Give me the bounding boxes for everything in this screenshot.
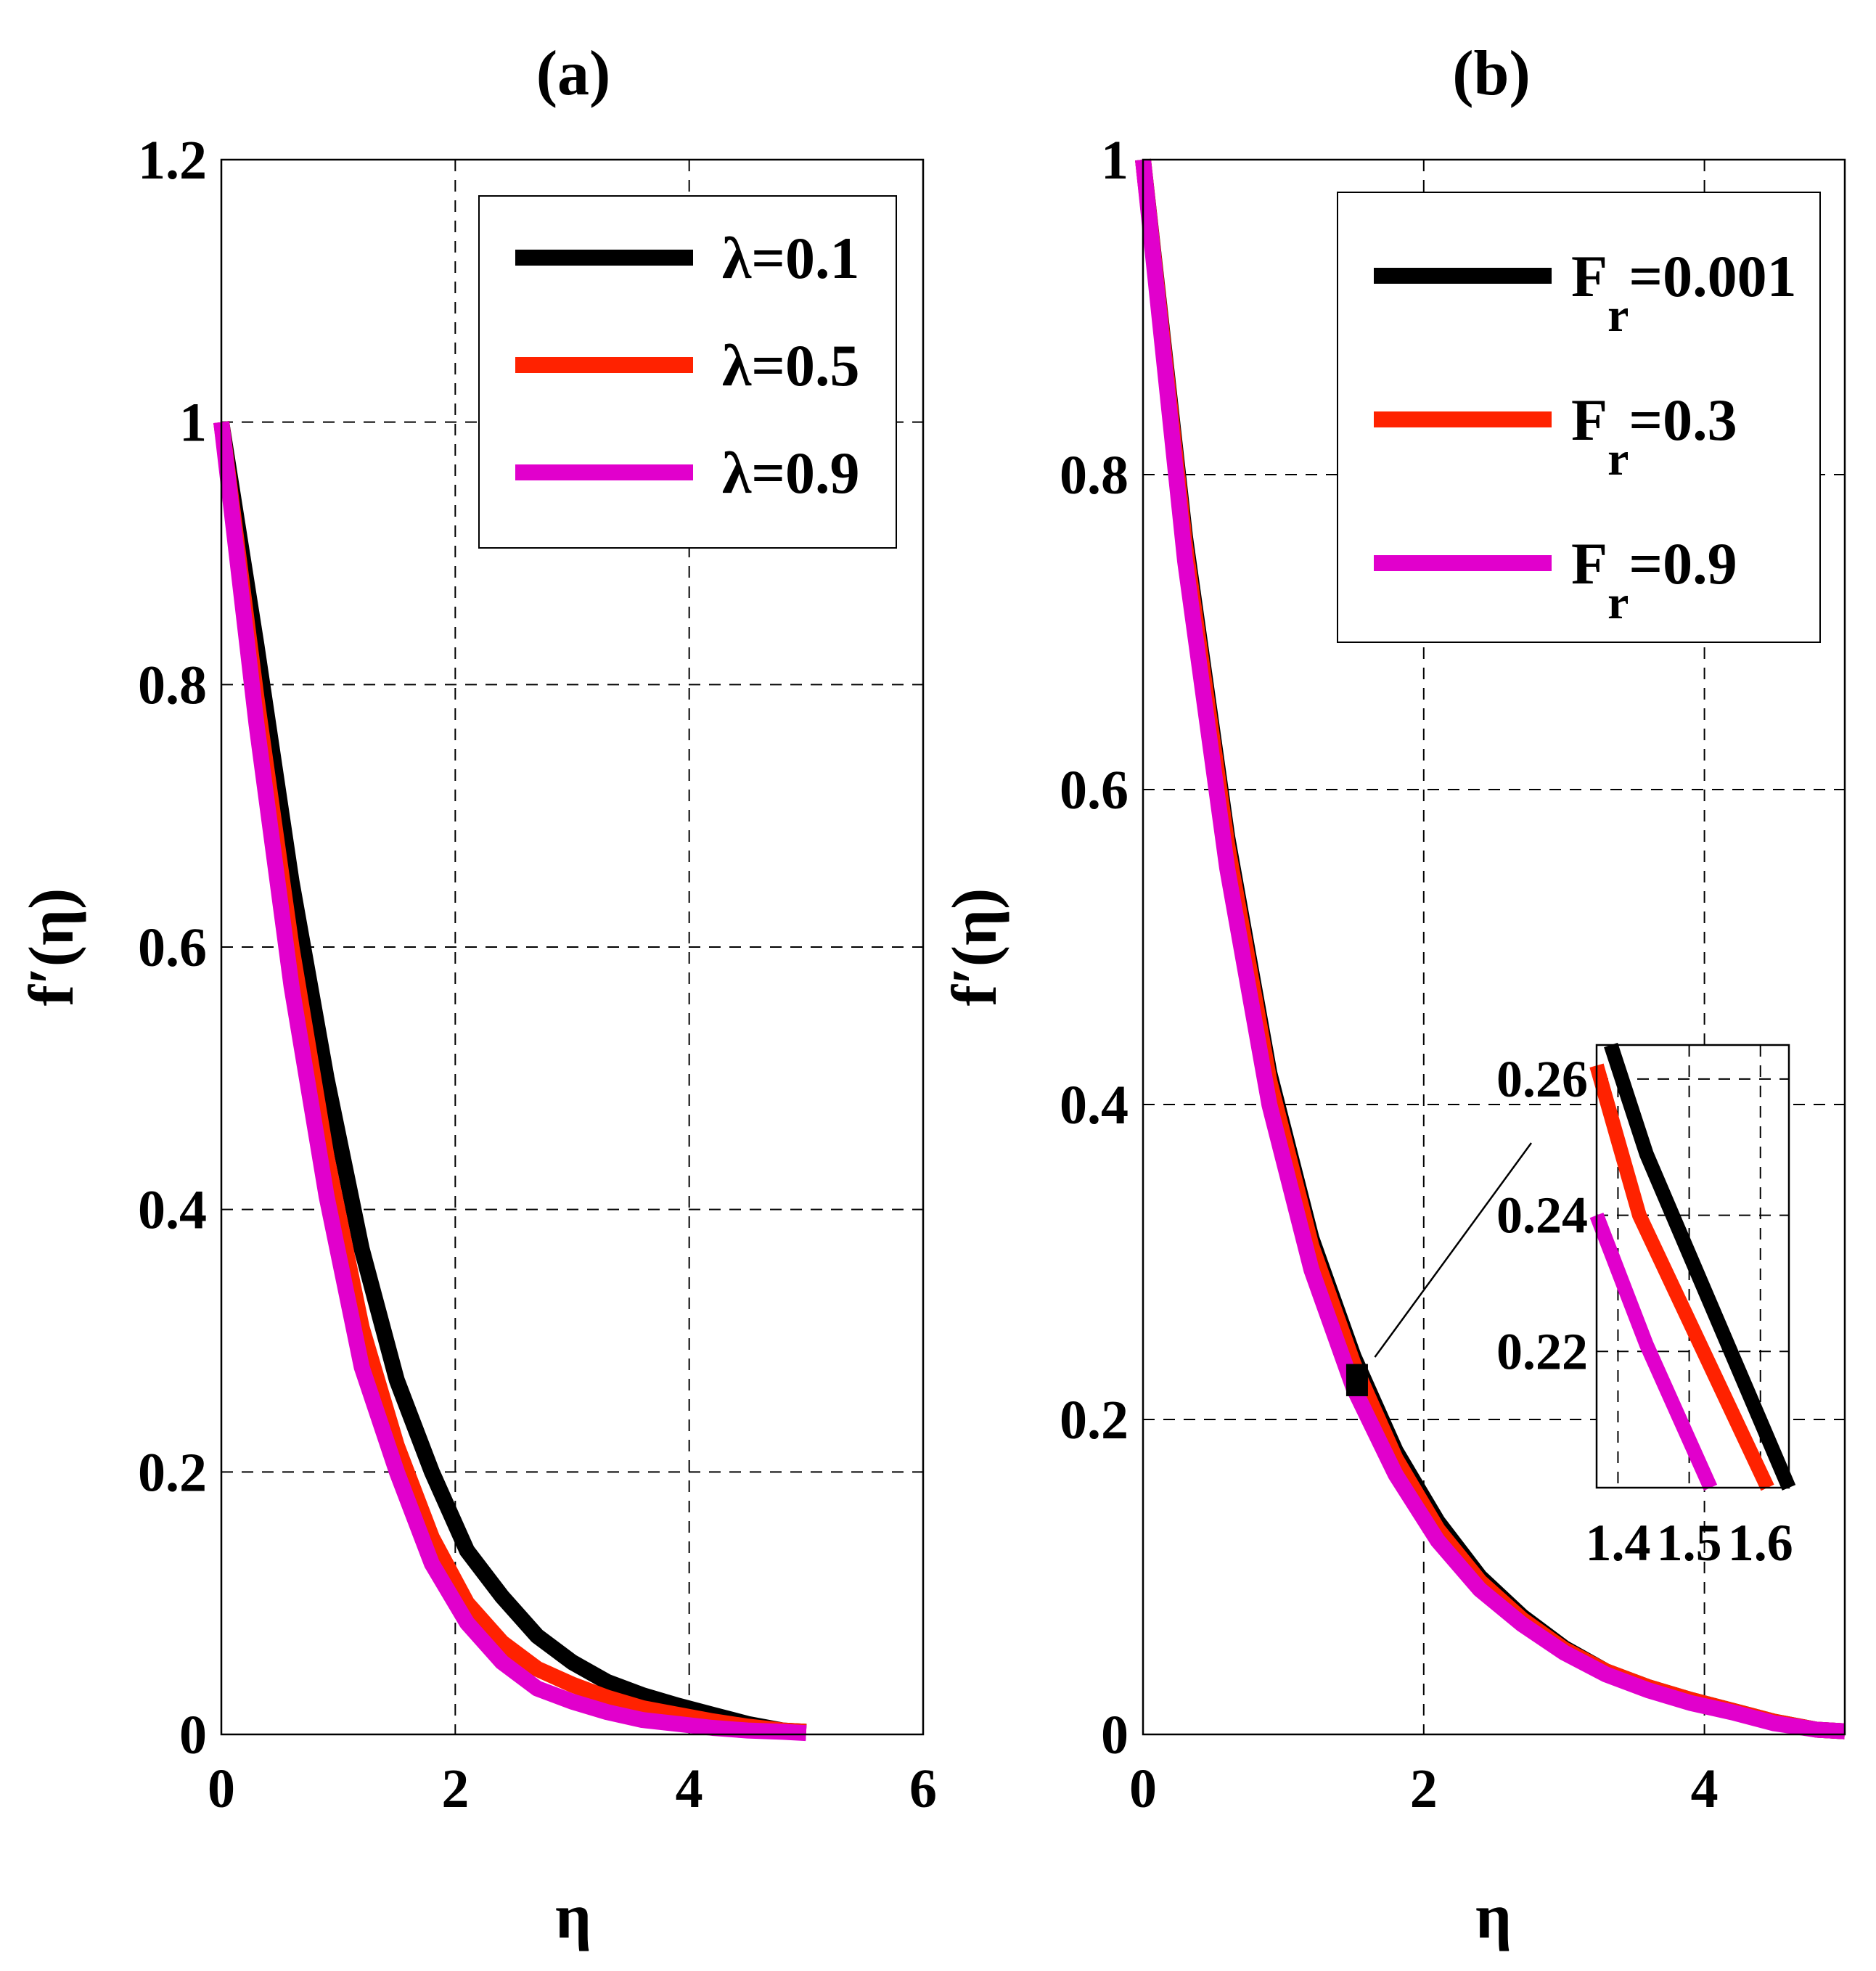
panel-b-axes-frame <box>1142 158 1846 1736</box>
panel-a-axes-frame <box>220 158 925 1736</box>
x-tick-label: 2 <box>441 1758 469 1819</box>
panel-a-y-label: f′(η) <box>17 888 87 1007</box>
inset-y-tick-label: 0.22 <box>1496 1322 1588 1380</box>
inset-series-line-2 <box>1589 1063 1774 1491</box>
legend-label-1: λ=0.1 <box>722 225 860 291</box>
panel-a-title: (a) <box>536 38 611 109</box>
inset-x-tick-label: 1.5 <box>1657 1514 1722 1572</box>
panel-b-curves <box>1135 158 1846 1740</box>
panel-b-legend: Fr=0.001 Fr=0.3 Fr=0.9 <box>1337 192 1821 643</box>
legend-label-3: Fr=0.9 <box>1571 530 1737 629</box>
zoom-connector-line <box>1374 1142 1533 1358</box>
x-tick-label: 6 <box>909 1758 937 1819</box>
panel-b-y-label: f′(η) <box>940 888 1010 1007</box>
y-tick-label: 0.8 <box>138 655 207 716</box>
y-tick-label: 0.4 <box>138 1180 207 1241</box>
y-tick-label: 1 <box>179 393 207 454</box>
inset-frame <box>1595 1044 1790 1489</box>
panel-a-y-ticks: 0 0.2 0.4 0.6 0.8 1 1.2 <box>138 130 207 1766</box>
series-line-3 <box>213 421 807 1742</box>
inset-axes: 1.4 1.5 1.6 0.22 0.24 0.26 <box>1496 1042 1796 1572</box>
x-tick-label: 0 <box>1129 1758 1157 1819</box>
inset-x-tick-label: 1.4 <box>1585 1514 1650 1572</box>
panel-b-y-ticks: 0 0.2 0.4 0.6 0.8 1 <box>1060 130 1129 1766</box>
panel-a: (a) 0 2 4 6 0 0.2 0.4 0.6 0.8 1 1.2 η f′(η) λ=0.1… <box>17 38 937 1952</box>
inset-curves <box>1589 1042 1796 1491</box>
x-tick-label: 2 <box>1410 1758 1438 1819</box>
series-line-3 <box>1135 158 1846 1740</box>
x-tick-label: 0 <box>208 1758 235 1819</box>
x-tick-label: 4 <box>1691 1758 1719 1819</box>
y-tick-label: 0.2 <box>138 1442 207 1503</box>
y-tick-label: 0.8 <box>1060 445 1129 506</box>
panel-a-legend: λ=0.1 λ=0.5 λ=0.9 <box>478 195 897 549</box>
x-tick-label: 4 <box>676 1758 703 1819</box>
panel-b-title: (b) <box>1452 38 1531 109</box>
panel-a-x-label: η <box>555 1882 591 1952</box>
legend-label-2: Fr=0.3 <box>1571 387 1737 485</box>
y-tick-label: 0.4 <box>1060 1075 1129 1136</box>
legend-label-3: λ=0.9 <box>722 440 860 506</box>
inset-x-ticks: 1.4 1.5 1.6 <box>1585 1514 1793 1572</box>
panel-b-x-label: η <box>1475 1882 1512 1952</box>
inset-y-tick-label: 0.26 <box>1496 1050 1588 1108</box>
inset-series-line-1 <box>1604 1042 1796 1491</box>
inset-y-ticks: 0.22 0.24 0.26 <box>1496 1050 1588 1380</box>
panel-a-curves <box>213 420 807 1742</box>
y-tick-label: 0 <box>179 1705 207 1766</box>
y-tick-label: 1 <box>1101 130 1129 191</box>
panel-b-x-ticks: 0 2 4 <box>1129 1758 1719 1819</box>
y-tick-label: 0.6 <box>138 917 207 978</box>
legend-label-1: Fr=0.001 <box>1571 243 1797 342</box>
y-tick-label: 0.2 <box>1060 1390 1129 1451</box>
inset-y-tick-label: 0.24 <box>1496 1187 1588 1245</box>
inset-series-line-3 <box>1589 1213 1718 1491</box>
inset-x-tick-label: 1.6 <box>1728 1514 1793 1572</box>
y-tick-label: 1.2 <box>138 130 207 191</box>
legend-label-2: λ=0.5 <box>722 332 860 398</box>
panel-a-x-ticks: 0 2 4 6 <box>208 1758 937 1819</box>
y-tick-label: 0.6 <box>1060 760 1129 821</box>
y-tick-label: 0 <box>1101 1705 1129 1766</box>
zoom-region-marker <box>1345 1364 1368 1396</box>
